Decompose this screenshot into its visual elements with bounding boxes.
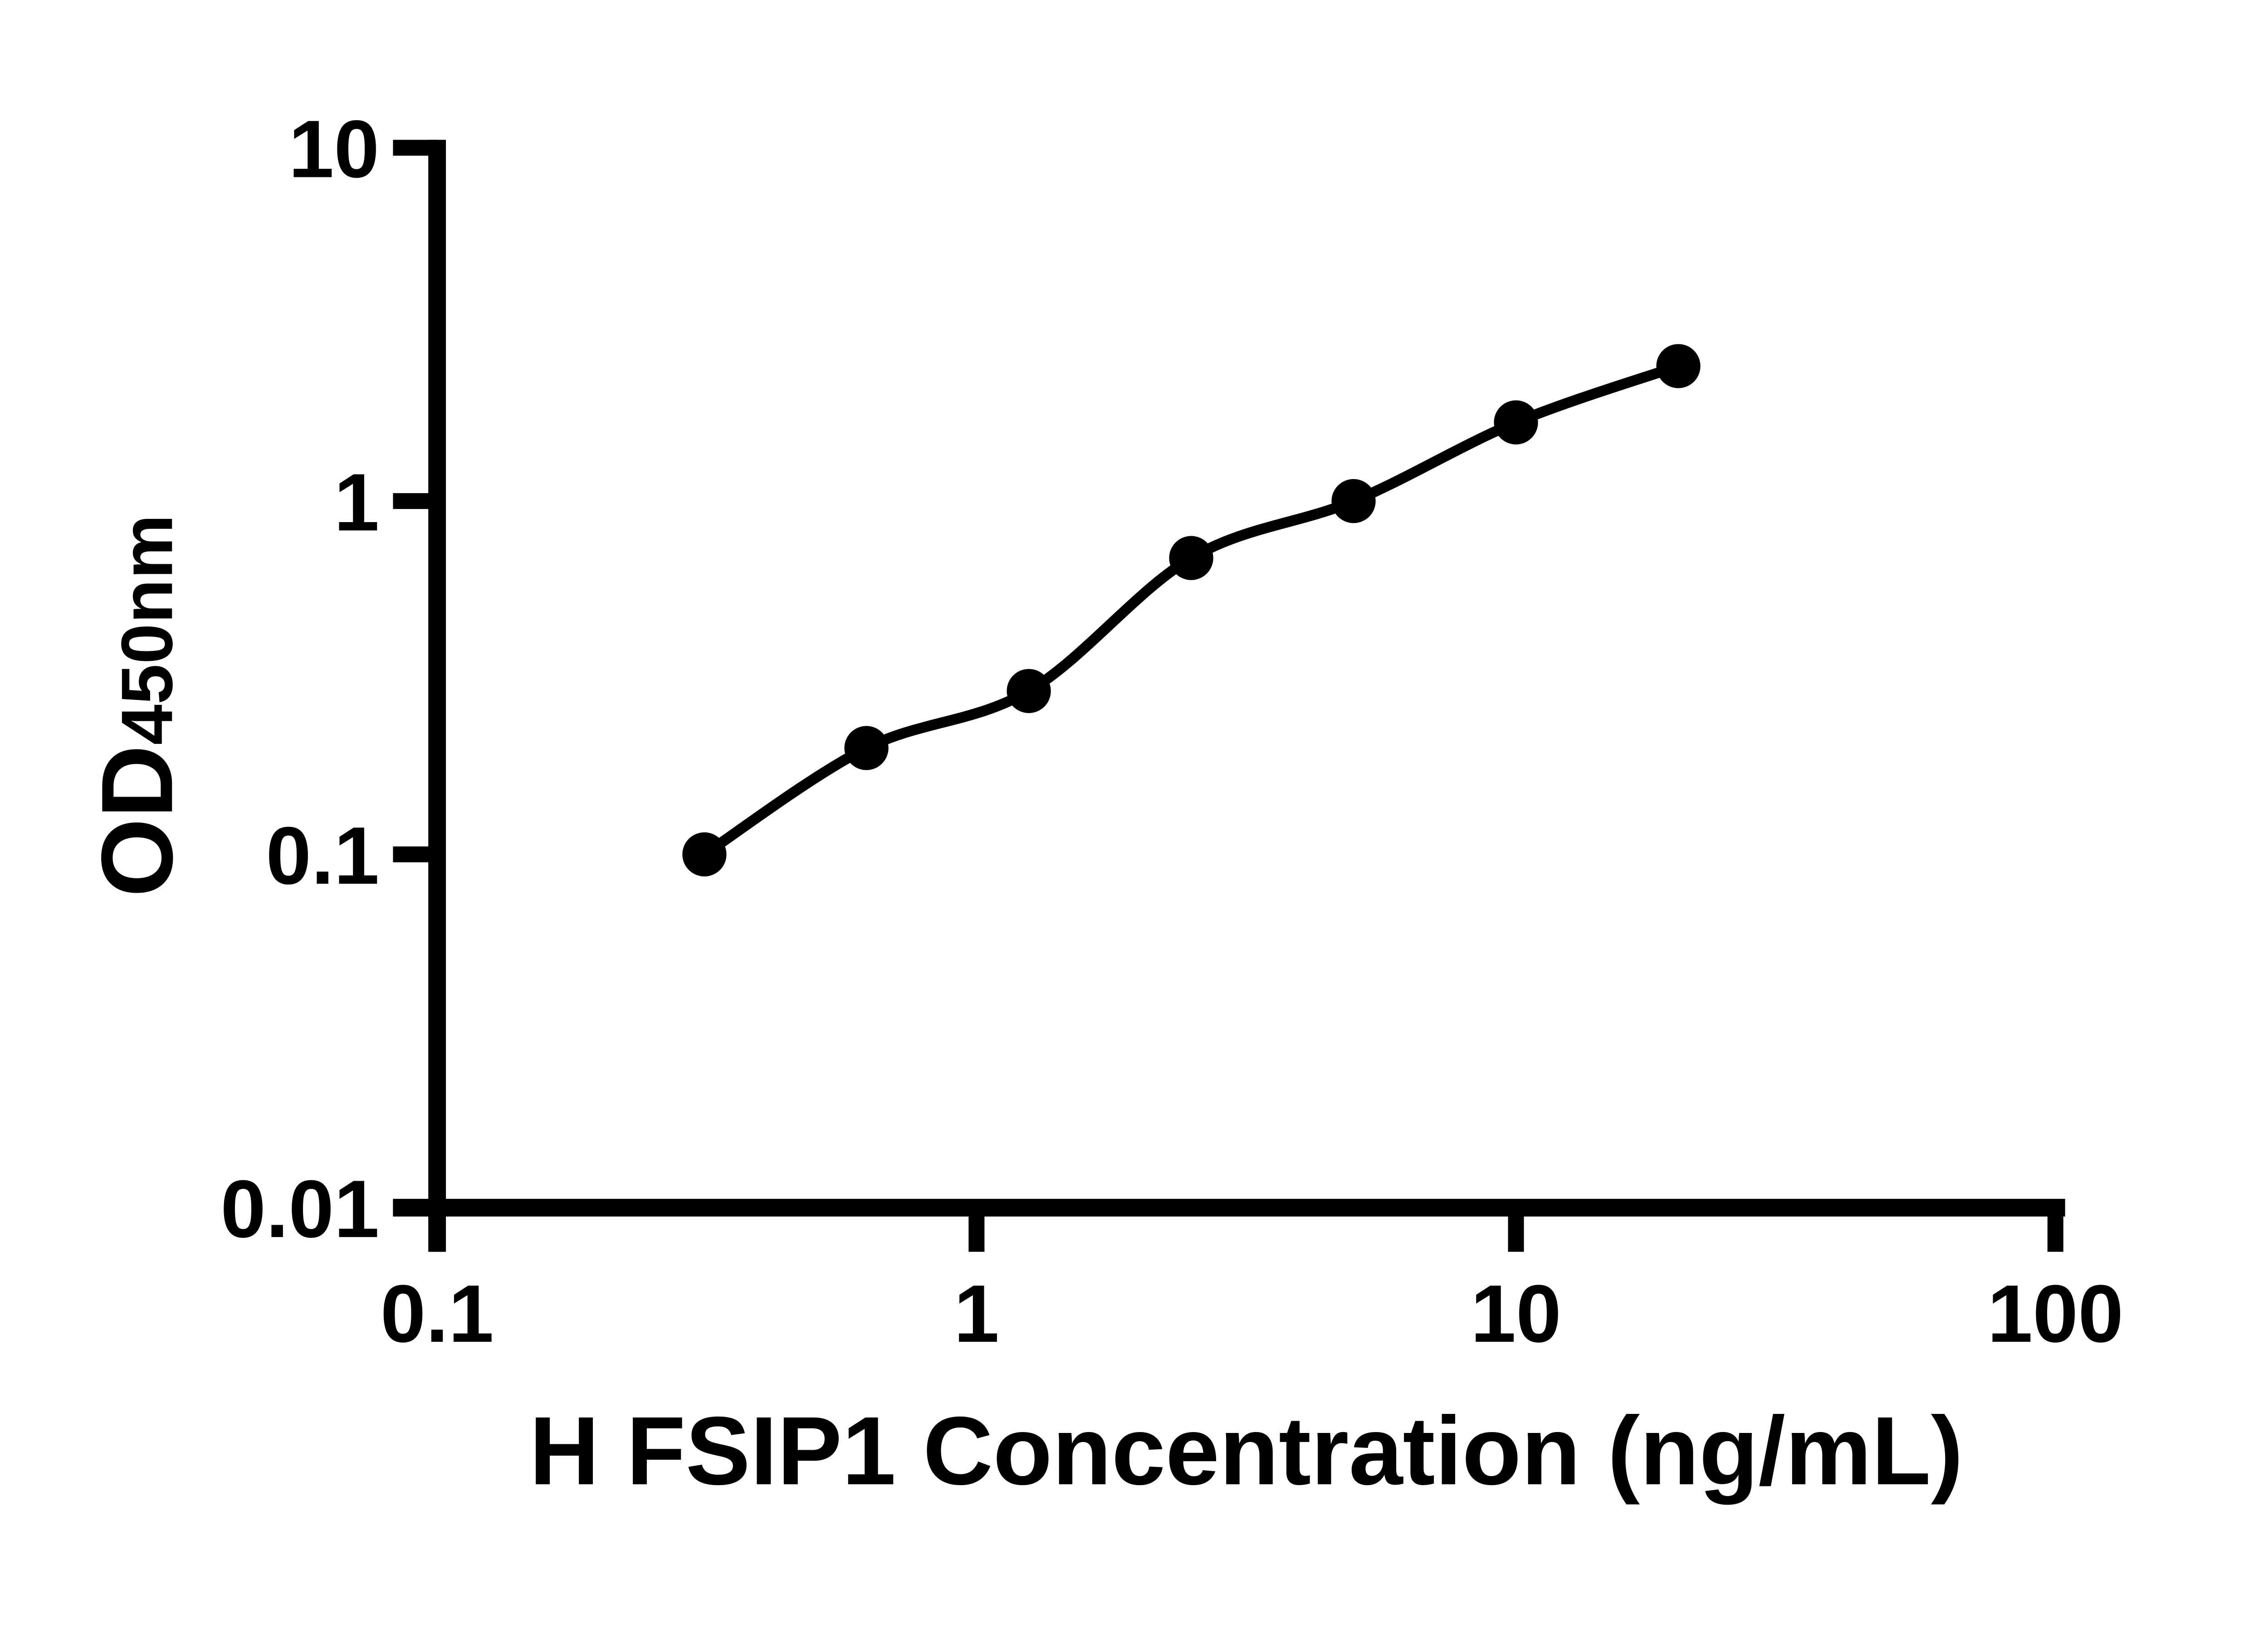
data-point-0.625 [844,726,889,770]
y-tick-label-0.1: 0.1 [266,810,379,901]
data-point-10 [1494,400,1538,445]
x-tick-label-10: 10 [1471,1268,1561,1359]
x-axis-title: H FSIP1 Concentration (ng/mL) [529,1397,1963,1505]
y-axis-title-sub: 450nm [106,514,187,745]
data-point-1.25 [1007,669,1051,713]
y-axis-title-main: OD [81,745,194,897]
y-tick-label-0.01: 0.01 [220,1164,379,1255]
x-tick-label-0.1: 0.1 [381,1268,494,1359]
axes-layer [393,140,2065,1252]
data-point-2.5 [1169,536,1213,580]
y-axis-title: OD450nm [81,514,194,897]
y-tick-label-10: 10 [288,104,379,195]
x-tick-label-100: 100 [1987,1268,2123,1359]
figure: 0.1 1 10 100 10 1 0.1 0.01 H FSIP1 Concentration… [81,103,2124,1506]
data-point-20 [1656,344,1701,388]
data-point-5 [1331,479,1376,523]
data-layer [682,344,1701,877]
fitted-curve [701,361,1680,859]
x-tick-label-1: 1 [954,1268,999,1359]
y-tick-label-1: 1 [334,457,379,548]
data-point-0.313 [682,832,727,877]
